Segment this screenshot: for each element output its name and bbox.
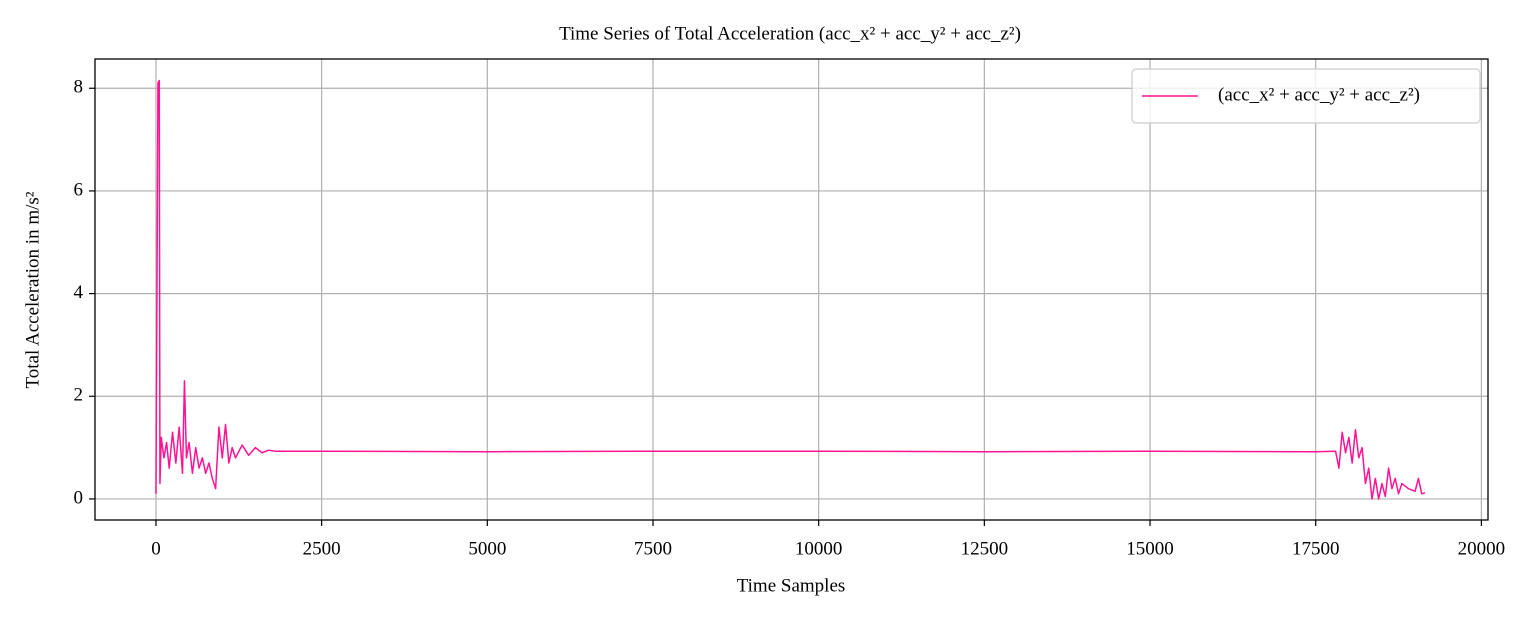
x-tick-label: 10000 [795,538,843,559]
x-tick-label: 20000 [1458,538,1506,559]
x-tick-label: 17500 [1292,538,1340,559]
y-tick-label: 6 [74,179,84,200]
y-tick-label: 2 [74,385,84,406]
legend: (acc_x² + acc_y² + acc_z²) [1131,68,1481,124]
y-tick-label: 8 [74,77,84,98]
y-tick-label: 0 [74,487,84,508]
x-tick-label: 7500 [634,538,672,559]
x-tick-label: 5000 [468,538,506,559]
legend-label: (acc_x² + acc_y² + acc_z²) [1218,84,1420,105]
legend-box [1131,68,1481,124]
y-axis-label: Total Acceleration in m/s² [22,191,43,388]
data-line [155,79,1426,500]
plot-frame [94,58,1489,521]
x-tick-label: 15000 [1126,538,1174,559]
x-tick-label: 0 [151,538,161,559]
chart-title: Time Series of Total Acceleration (acc_x… [559,23,1021,44]
y-tick-label: 4 [74,282,84,303]
x-axis-label: Time Samples [737,575,846,596]
x-tick-label: 2500 [303,538,341,559]
x-tick-label: 12500 [961,538,1009,559]
